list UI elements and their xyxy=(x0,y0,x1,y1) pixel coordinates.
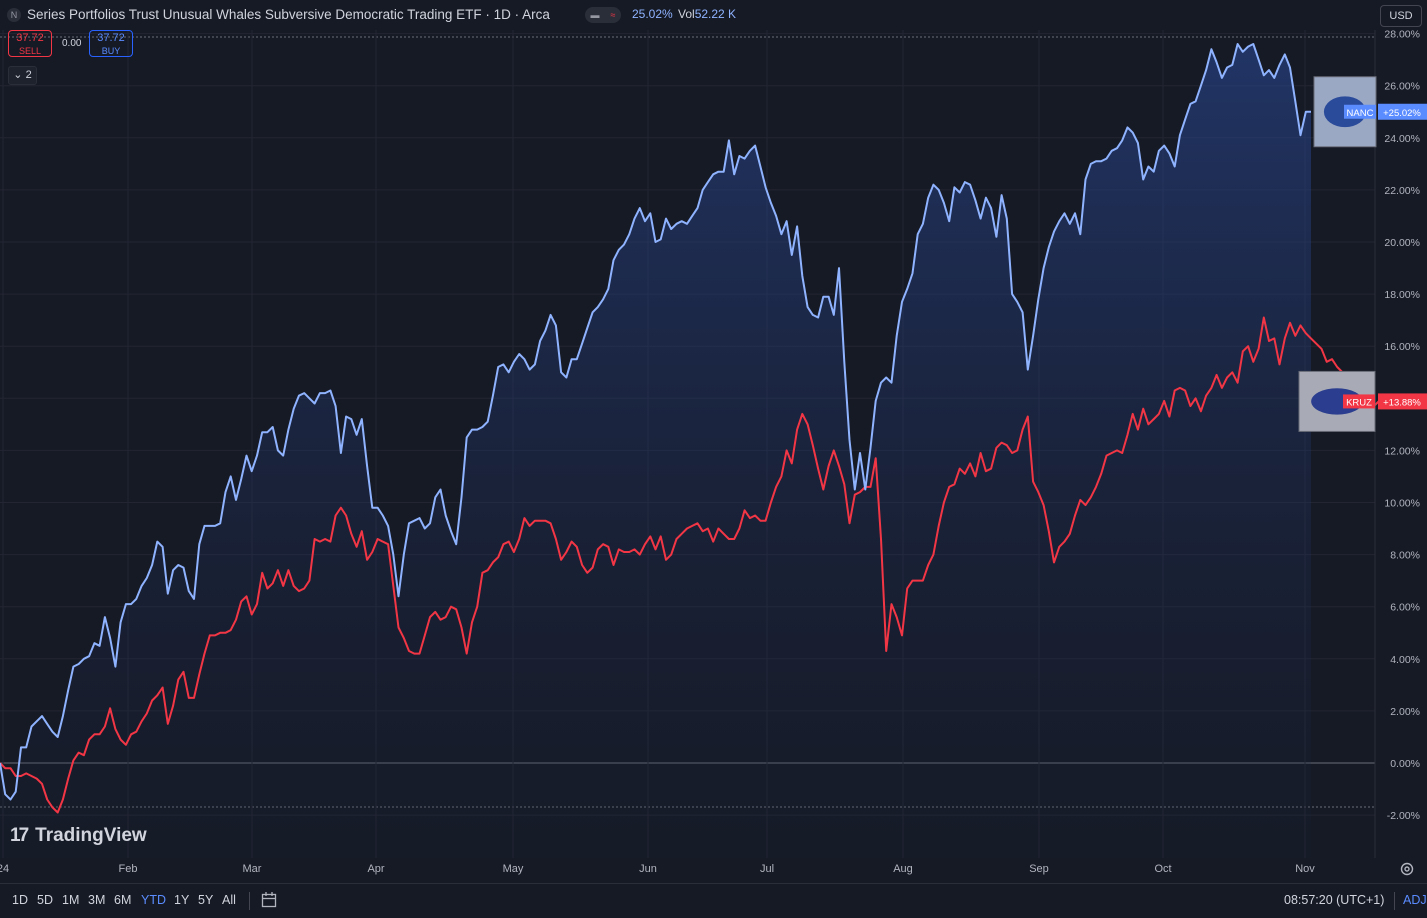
sell-price: 37.72 xyxy=(16,32,44,44)
chart-area xyxy=(0,44,1311,858)
symbol-title[interactable]: Series Portfolios Trust Unusual Whales S… xyxy=(27,7,550,22)
kruz-badge-last-value: +13.88% xyxy=(1383,397,1421,408)
price-chart[interactable]: 28.00%26.00%24.00%22.00%20.00%18.00%16.0… xyxy=(0,0,1427,883)
eye-icon: ▬ xyxy=(590,10,600,20)
y-tick-label: 8.00% xyxy=(1390,550,1420,562)
kruz-series-line xyxy=(0,316,1385,814)
tradingview-wordmark: TradingView xyxy=(35,825,147,846)
y-tick-label: 20.00% xyxy=(1384,237,1420,249)
x-tick-label: Jul xyxy=(760,863,774,875)
nanc-badge: NANC +25.02% xyxy=(1313,76,1427,148)
x-tick-label: May xyxy=(503,863,524,875)
range-5y[interactable]: 5Y xyxy=(198,893,214,907)
header-change-pct: 25.02% xyxy=(632,7,673,21)
range-5d[interactable]: 5D xyxy=(37,893,53,907)
sell-button[interactable]: 37.72 SELL xyxy=(8,30,52,57)
nanc-series-line xyxy=(0,43,1311,801)
clock-readout[interactable]: 08:57:20 (UTC+1) xyxy=(1284,893,1385,907)
range-1d[interactable]: 1D xyxy=(12,893,28,907)
kruz-badge-name-tag xyxy=(1343,394,1375,409)
x-tick-label: Jun xyxy=(639,863,657,875)
adj-toggle[interactable]: ADJ xyxy=(1403,893,1427,907)
visibility-toggle[interactable]: ▬ ≈ xyxy=(585,7,621,23)
y-tick-label: 26.00% xyxy=(1384,81,1420,93)
range-all[interactable]: All xyxy=(222,893,236,907)
range-ytd[interactable]: YTD xyxy=(141,893,166,907)
bottom-toolbar: 1D 5D 1M 3M 6M YTD 1Y 5Y All 08:57:20 (U… xyxy=(0,883,1427,918)
chart-lines xyxy=(0,43,1385,814)
range-1m[interactable]: 1M xyxy=(62,893,80,907)
x-tick-label: Apr xyxy=(367,863,384,875)
x-tick-label: Aug xyxy=(893,863,913,875)
y-axis: 28.00% 26.00% 24.00% 22.00% 20.00% 18.00% 16.0… xyxy=(1384,29,1420,822)
y-tick-label: 4.00% xyxy=(1390,654,1420,666)
toolbar-divider xyxy=(249,892,250,910)
chevron-down-icon: ⌄ xyxy=(13,69,23,81)
y-tick-label: 16.00% xyxy=(1384,341,1420,353)
x-tick-label: Mar xyxy=(243,863,262,875)
buy-label: BUY xyxy=(101,46,121,56)
range-6m[interactable]: 6M xyxy=(114,893,132,907)
spread-value: 0.00 xyxy=(62,38,82,49)
kruz-badge: KRUZ +13.88% xyxy=(1298,370,1427,432)
volume-readout: Vol52.22 K xyxy=(678,7,736,21)
calendar-icon[interactable] xyxy=(261,891,277,909)
indicators-collapse-toggle[interactable]: ⌄ 2 xyxy=(8,66,37,85)
y-tick-label: 22.00% xyxy=(1384,185,1420,197)
nanc-badge-name-tag xyxy=(1344,104,1376,119)
nanc-area-fill xyxy=(0,44,1311,858)
kruz-badge-name: KRUZ xyxy=(1346,397,1372,408)
volume-label: Vol xyxy=(678,7,695,21)
y-tick-label: 12.00% xyxy=(1384,445,1420,457)
y-tick-label: -2.00% xyxy=(1387,810,1420,822)
y-tick-label: 6.00% xyxy=(1390,602,1420,614)
series-badges: NANC +25.02% KRUZ +13.88% xyxy=(1298,76,1427,432)
nanc-badge-price-tag xyxy=(1378,103,1427,120)
range-1y[interactable]: 1Y xyxy=(174,893,190,907)
indicators-count: 2 xyxy=(25,69,32,81)
tradingview-watermark: 17 TradingView xyxy=(10,825,147,847)
symbol-logo[interactable]: N xyxy=(7,8,21,22)
y-tick-label: 0.00% xyxy=(1390,758,1420,770)
y-tick-label: 28.00% xyxy=(1384,29,1420,41)
approx-icon: ≈ xyxy=(610,10,616,20)
x-tick-label: Nov xyxy=(1295,863,1315,875)
settings-gear-icon[interactable] xyxy=(1399,861,1415,877)
currency-selector[interactable]: USD xyxy=(1380,5,1422,27)
y-tick-label: 18.00% xyxy=(1384,289,1420,301)
nanc-badge-last-value: +25.02% xyxy=(1383,108,1421,119)
range-3m[interactable]: 3M xyxy=(88,893,106,907)
volume-value: 52.22 K xyxy=(694,7,737,21)
x-tick-label: Oct xyxy=(1154,863,1171,875)
buy-button[interactable]: 37.72 BUY xyxy=(89,30,133,57)
y-tick-label: 2.00% xyxy=(1390,706,1420,718)
buy-price: 37.72 xyxy=(97,32,125,44)
toolbar-divider xyxy=(1394,892,1395,910)
x-tick-label: Sep xyxy=(1029,863,1049,875)
x-axis: 24 Feb Mar Apr May Jun Jul Aug Sep Oct Nov xyxy=(0,863,1315,875)
x-tick-label: 24 xyxy=(0,863,9,875)
kruz-badge-price-tag xyxy=(1378,393,1427,410)
y-tick-label: 24.00% xyxy=(1384,133,1420,145)
nanc-badge-name: NANC xyxy=(1347,108,1374,119)
tradingview-logo-icon: 17 xyxy=(10,825,29,846)
y-tick-label: 10.00% xyxy=(1384,498,1420,510)
x-tick-label: Feb xyxy=(119,863,138,875)
sell-label: SELL xyxy=(18,46,42,56)
